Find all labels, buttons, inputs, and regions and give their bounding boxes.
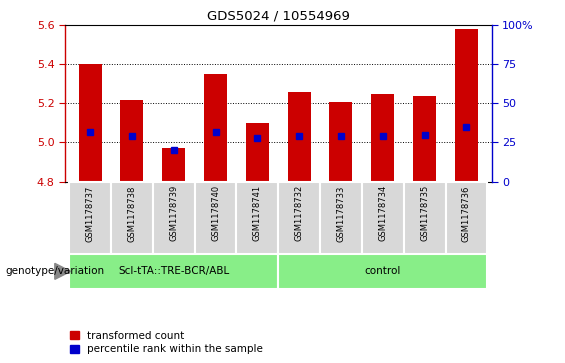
Text: GSM1178732: GSM1178732 bbox=[295, 185, 303, 241]
Text: GSM1178735: GSM1178735 bbox=[420, 185, 429, 241]
Text: GSM1178739: GSM1178739 bbox=[169, 185, 178, 241]
Text: genotype/variation: genotype/variation bbox=[6, 266, 105, 276]
Text: control: control bbox=[364, 266, 401, 276]
Bar bbox=[69, 254, 279, 289]
Bar bbox=[279, 182, 320, 254]
Bar bbox=[362, 182, 404, 254]
Bar bbox=[236, 182, 279, 254]
Bar bbox=[320, 182, 362, 254]
Bar bbox=[69, 182, 111, 254]
Bar bbox=[153, 182, 194, 254]
Text: GSM1178736: GSM1178736 bbox=[462, 185, 471, 241]
Bar bbox=[371, 94, 394, 182]
Bar bbox=[404, 182, 446, 254]
Text: GSM1178741: GSM1178741 bbox=[253, 185, 262, 241]
Bar bbox=[455, 29, 478, 181]
Bar bbox=[329, 102, 353, 182]
Bar bbox=[288, 92, 311, 182]
Text: Scl-tTA::TRE-BCR/ABL: Scl-tTA::TRE-BCR/ABL bbox=[118, 266, 229, 276]
Text: GSM1178733: GSM1178733 bbox=[337, 185, 345, 241]
Polygon shape bbox=[55, 264, 71, 280]
Bar bbox=[79, 64, 102, 182]
Title: GDS5024 / 10554969: GDS5024 / 10554969 bbox=[207, 10, 350, 23]
Bar bbox=[279, 254, 488, 289]
Bar bbox=[111, 182, 153, 254]
Bar bbox=[246, 123, 269, 182]
Bar bbox=[194, 182, 236, 254]
Text: GSM1178734: GSM1178734 bbox=[379, 185, 388, 241]
Bar bbox=[413, 95, 436, 182]
Text: GSM1178740: GSM1178740 bbox=[211, 185, 220, 241]
Bar bbox=[204, 74, 227, 182]
Bar bbox=[446, 182, 488, 254]
Text: GSM1178737: GSM1178737 bbox=[85, 185, 94, 241]
Bar bbox=[120, 99, 144, 182]
Text: GSM1178738: GSM1178738 bbox=[127, 185, 136, 241]
Bar bbox=[162, 148, 185, 182]
Legend: transformed count, percentile rank within the sample: transformed count, percentile rank withi… bbox=[70, 331, 263, 354]
